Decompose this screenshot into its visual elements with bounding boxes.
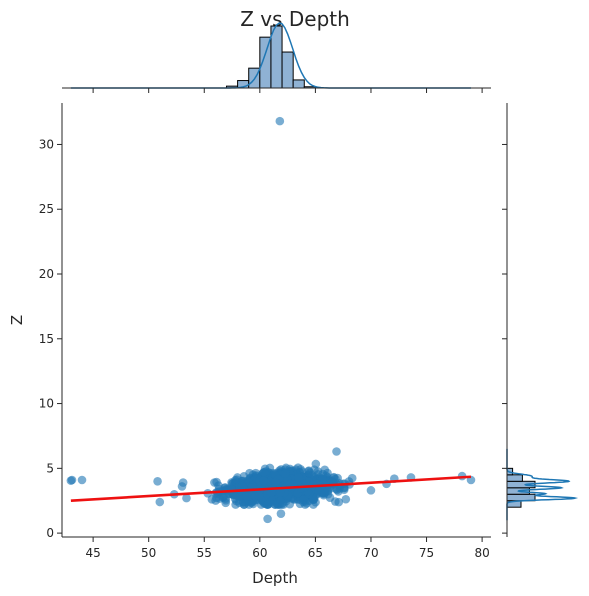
- scatter-point: [244, 500, 254, 509]
- regression-layer: [70, 475, 472, 503]
- scatter-point: [221, 494, 230, 503]
- scatter-point: [323, 485, 332, 495]
- scatter-point: [178, 478, 188, 487]
- scatter-point: [332, 447, 341, 456]
- scatter-point: [311, 459, 321, 469]
- scatter-points: [66, 116, 476, 524]
- scatter-point: [237, 481, 247, 491]
- y-tick-label: 20: [39, 267, 54, 281]
- scatter-point: [302, 499, 311, 508]
- scatter-point: [182, 493, 191, 503]
- scatter-point: [318, 474, 327, 484]
- scatter-point: [153, 476, 162, 486]
- scatter-point: [339, 485, 349, 495]
- scatter-point: [155, 497, 165, 507]
- marginal-x-bar: [270, 25, 283, 89]
- scatter-point: [67, 475, 77, 485]
- scatter-point: [259, 476, 268, 486]
- x-tick-label: 60: [252, 546, 267, 560]
- marginal-y-bar: [506, 474, 523, 482]
- scatter-point: [263, 514, 272, 524]
- scatter-point: [304, 466, 314, 476]
- x-tick-label: 65: [308, 546, 323, 560]
- marginal-x-bar: [292, 79, 305, 89]
- scatter-point: [294, 473, 303, 482]
- scatter-point: [309, 495, 318, 505]
- x-tick-label: 80: [474, 546, 489, 560]
- scatter-point: [266, 488, 276, 498]
- scatter-point: [263, 500, 272, 509]
- marginal-x-bar: [281, 51, 294, 89]
- y-tick-label: 10: [39, 397, 54, 411]
- scatter-point: [341, 494, 351, 504]
- scatter-point: [275, 116, 285, 126]
- marginal-y-histogram: [506, 448, 579, 521]
- x-axis-label: Depth: [252, 569, 298, 587]
- regression-line: [70, 475, 472, 503]
- scatter-point: [212, 477, 221, 487]
- x-tick-label: 70: [363, 546, 378, 560]
- scatter-point: [77, 475, 87, 485]
- marginal-x-histogram: [70, 22, 471, 89]
- y-tick-label: 25: [39, 202, 54, 216]
- scatter-point: [281, 469, 290, 479]
- x-tick-label: 50: [141, 546, 156, 560]
- scatter-point: [313, 467, 323, 476]
- scatter-point: [254, 491, 264, 501]
- y-axis-label: Z: [8, 315, 26, 325]
- scatter-point: [334, 497, 344, 507]
- y-tick-label: 15: [39, 332, 54, 346]
- y-tick-label: 5: [46, 461, 54, 475]
- x-tick-label: 45: [85, 546, 100, 560]
- x-tick-label: 55: [197, 546, 212, 560]
- axes-layer: 45 50 55 60 65 70 75 80 0 5 10 15 20 25 30: [39, 87, 508, 560]
- y-tick-label: 0: [46, 526, 54, 540]
- x-tick-label: 75: [419, 546, 434, 560]
- scatter-point: [242, 492, 251, 501]
- scatter-point: [259, 468, 269, 477]
- scatter-point: [285, 479, 295, 489]
- scatter-point: [276, 509, 286, 518]
- scatter-point: [366, 486, 376, 495]
- scatter-point: [276, 488, 285, 497]
- scatter-point: [270, 478, 280, 487]
- y-tick-label: 30: [39, 137, 54, 151]
- chart-title: Z vs Depth: [240, 7, 350, 31]
- scatter-point: [211, 496, 220, 505]
